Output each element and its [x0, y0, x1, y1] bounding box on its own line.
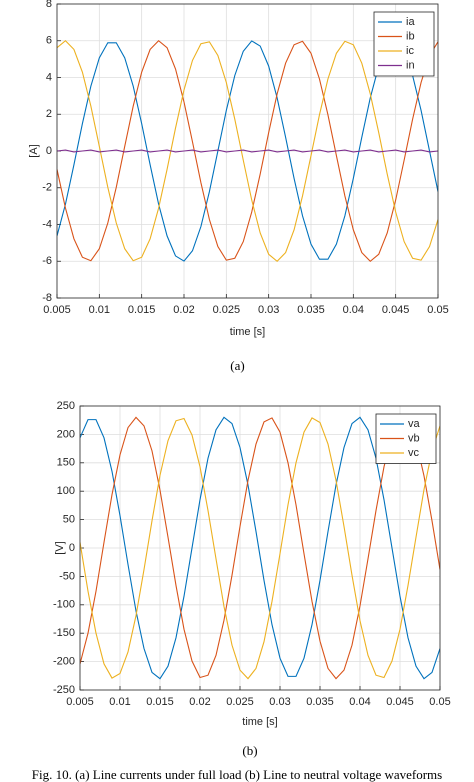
- legend-label: ic: [406, 45, 414, 57]
- y-tick-label: 4: [46, 71, 52, 83]
- y-tick-label: 50: [63, 514, 75, 526]
- y-tick-label: -4: [42, 218, 52, 230]
- y-tick-label: -2: [42, 182, 52, 194]
- y-tick-label: -6: [42, 255, 52, 267]
- x-tick-label: 0.04: [343, 304, 364, 316]
- x-tick-label: 0.005: [43, 304, 71, 316]
- y-tick-label: -150: [53, 627, 75, 639]
- legend-label: ib: [406, 30, 415, 42]
- legend-label: ia: [406, 16, 415, 28]
- y-tick-label: 0: [69, 542, 75, 554]
- x-axis-label: time [s]: [242, 716, 277, 728]
- y-tick-label: -50: [59, 570, 75, 582]
- x-tick-label: 0.035: [306, 696, 334, 708]
- series-line: [80, 416, 440, 680]
- x-tick-label: 0.05: [429, 696, 450, 708]
- chart: -8 -6 -4 -2 0 2 4 6 8 0.005 0.01 0.015 0.02 0.025 0.03…: [28, 0, 449, 373]
- y-tick-label: -250: [53, 684, 75, 696]
- y-axis-label: [A]: [28, 144, 40, 157]
- axes-box: [79, 405, 441, 691]
- x-tick-label: 0.025: [213, 304, 241, 316]
- y-tick-label: 6: [46, 35, 52, 47]
- x-tick-label: 0.01: [89, 304, 110, 316]
- x-tick-label: 0.02: [173, 304, 194, 316]
- x-tick-label: 0.04: [349, 696, 370, 708]
- y-tick-label: 200: [57, 428, 75, 440]
- y-tick-label: -200: [53, 656, 75, 668]
- caption: (a): [230, 358, 244, 373]
- legend-label: vb: [408, 432, 420, 444]
- legend-label: in: [406, 59, 415, 71]
- x-tick-label: 0.045: [382, 304, 410, 316]
- caption: (b): [242, 743, 257, 758]
- x-tick-label: 0.05: [427, 304, 448, 316]
- x-tick-label: 0.015: [128, 304, 156, 316]
- y-tick-label: 8: [46, 0, 52, 10]
- x-tick-label: 0.025: [226, 696, 254, 708]
- y-axis-label: [V]: [54, 541, 66, 554]
- figure-caption: Fig. 10. (a) Line currents under full lo…: [32, 767, 442, 782]
- series-line: [57, 40, 438, 262]
- x-tick-label: 0.03: [269, 696, 290, 708]
- y-tick-label: 150: [57, 457, 75, 469]
- series-line: [80, 416, 440, 680]
- y-tick-label: -8: [42, 292, 52, 304]
- x-tick-label: 0.015: [146, 696, 174, 708]
- y-tick-label: 100: [57, 485, 75, 497]
- y-tick-label: -100: [53, 599, 75, 611]
- x-axis-label: time [s]: [230, 326, 265, 338]
- series-line: [57, 40, 438, 262]
- x-tick-label: 0.035: [297, 304, 325, 316]
- x-tick-label: 0.02: [189, 696, 210, 708]
- x-tick-label: 0.045: [386, 696, 414, 708]
- legend-label: vc: [408, 447, 420, 459]
- y-tick-label: 250: [57, 400, 75, 412]
- x-tick-label: 0.03: [258, 304, 279, 316]
- chart: -250 -200 -150 -100 -50 0 50 100 150 200 250 0.005 0…: [53, 400, 451, 758]
- series-line: [80, 417, 440, 680]
- y-tick-label: 0: [46, 145, 52, 157]
- axes-box: [56, 3, 439, 299]
- x-tick-label: 0.01: [109, 696, 130, 708]
- x-tick-label: 0.005: [66, 696, 94, 708]
- legend-label: va: [408, 418, 421, 430]
- series-line: [57, 149, 438, 153]
- series-line: [57, 40, 438, 262]
- y-tick-label: 2: [46, 108, 52, 120]
